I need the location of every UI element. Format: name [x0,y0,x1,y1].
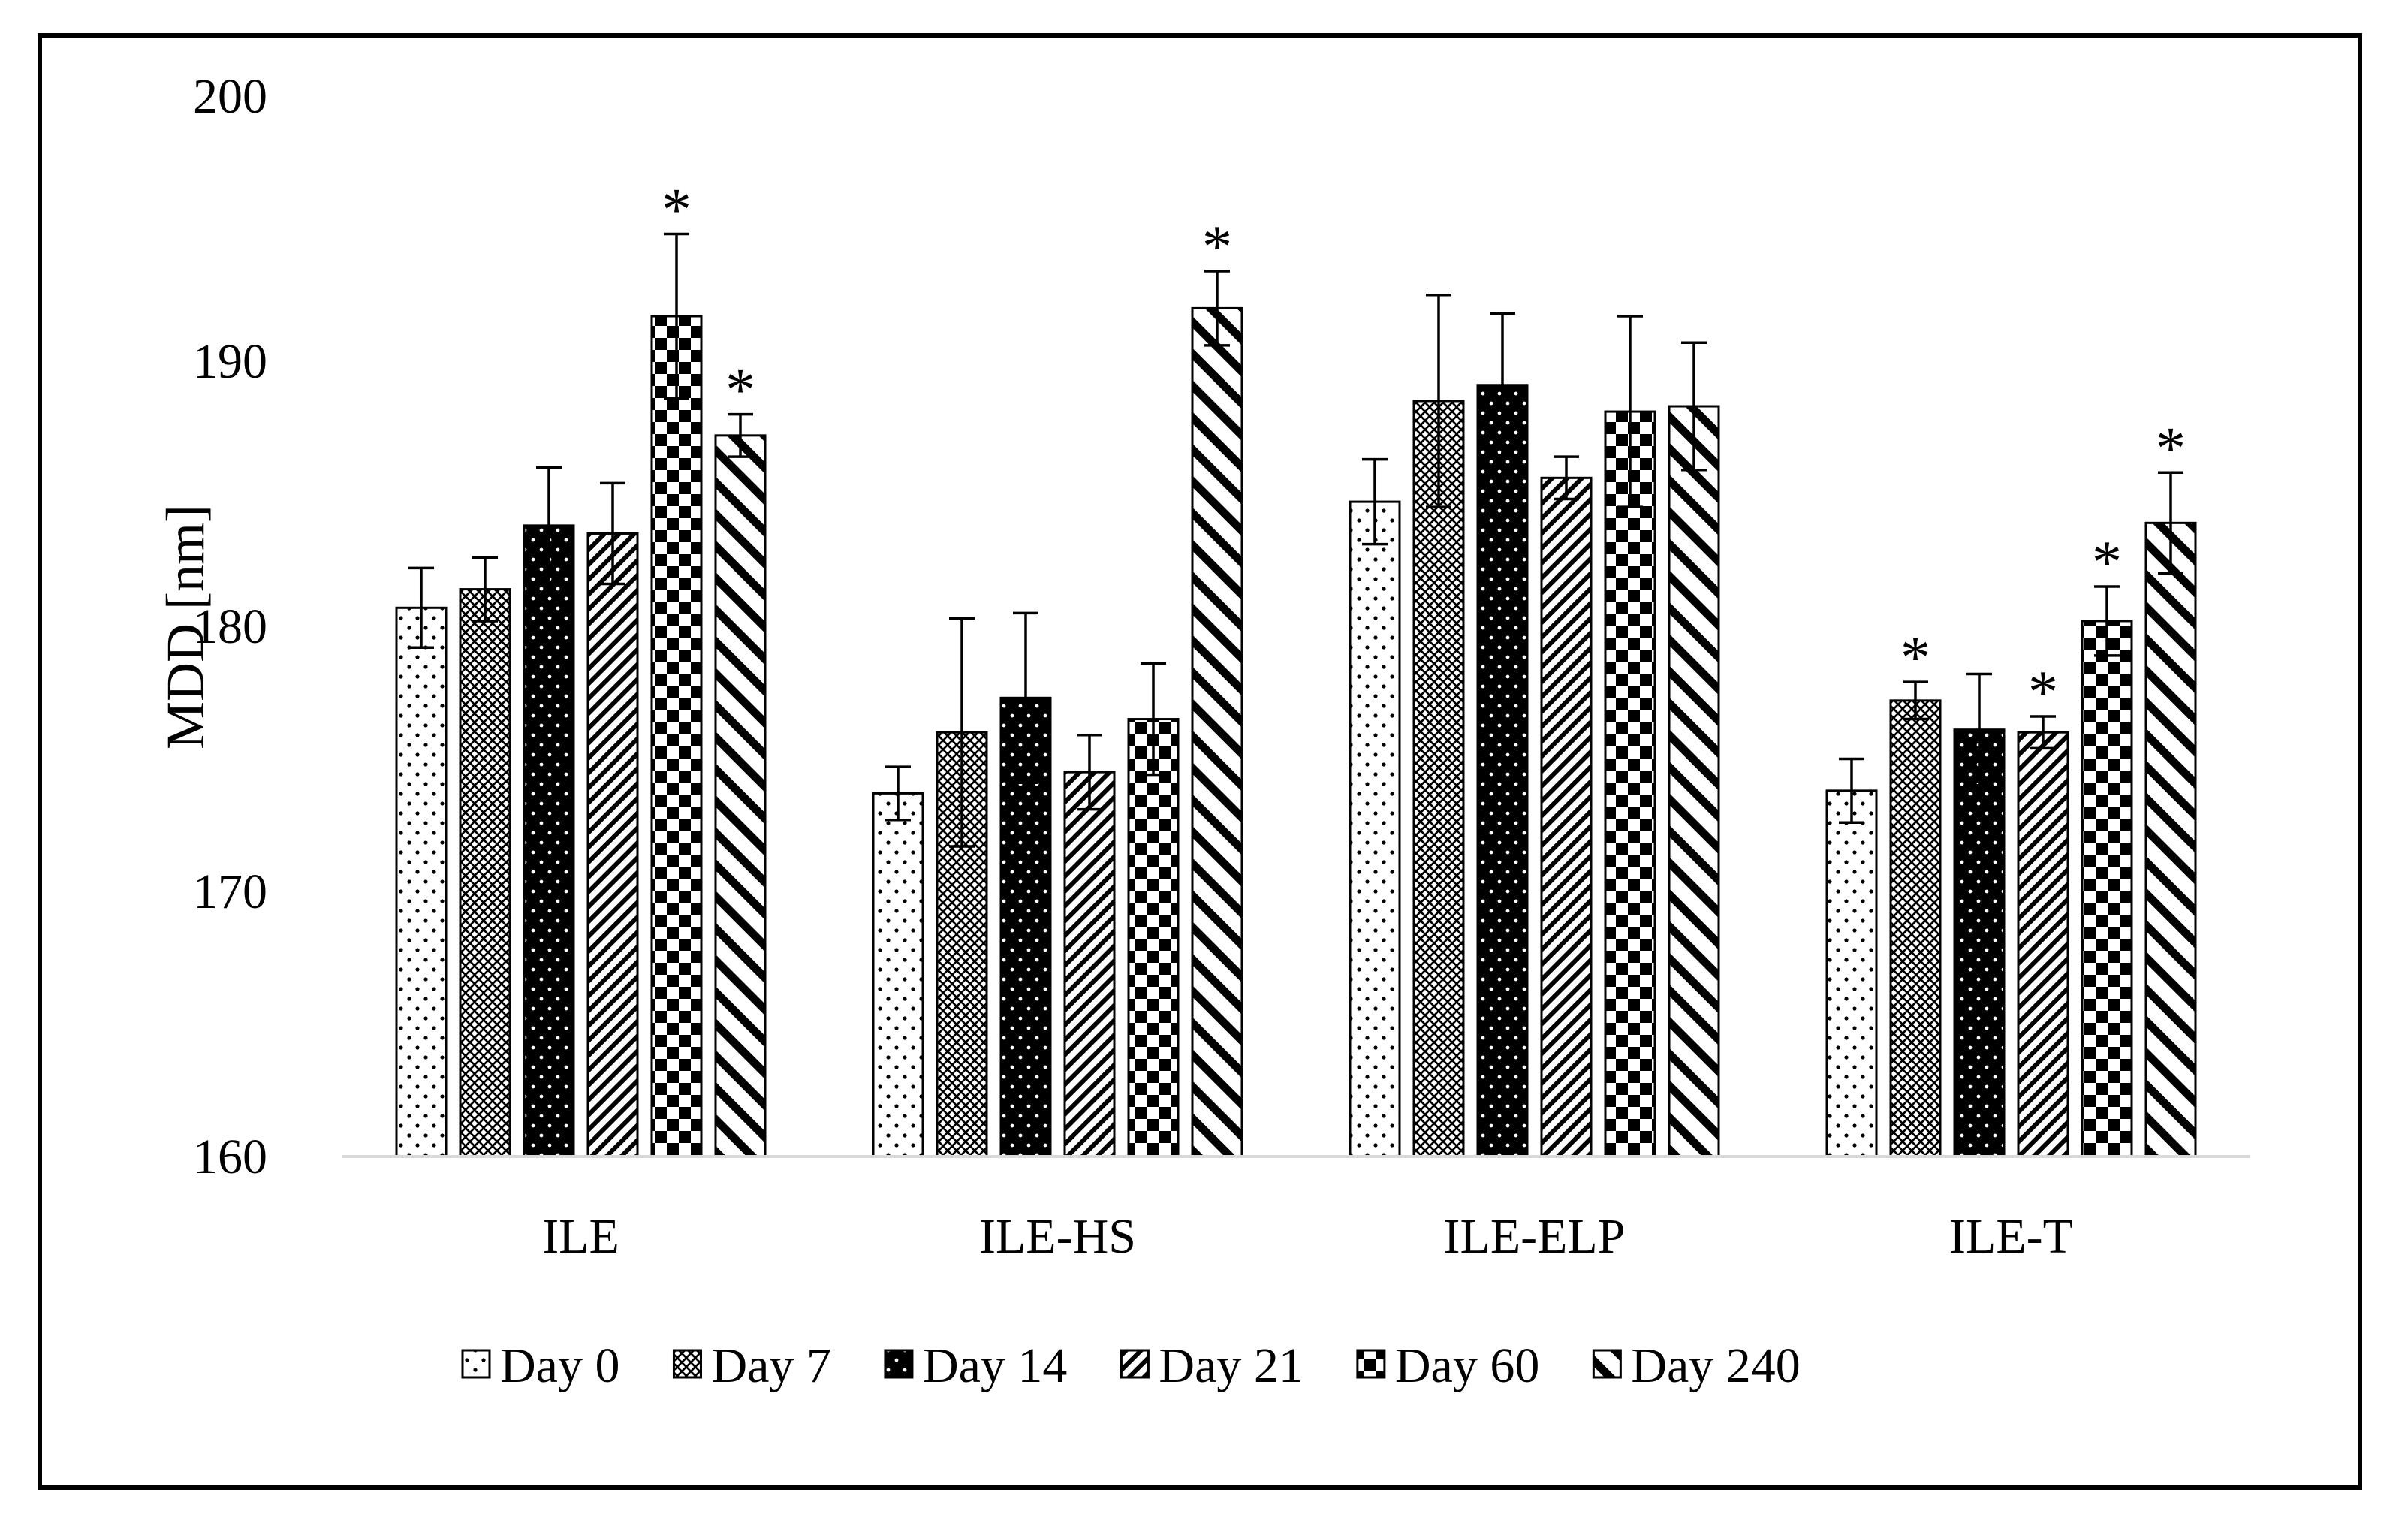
bar [872,792,924,1158]
legend-label: Day 21 [1159,1338,1303,1393]
legend-label: Day 0 [500,1338,619,1393]
bar [2081,620,2133,1158]
significance-mark: * [662,177,692,243]
legend-label: Day 7 [711,1338,830,1393]
bar [1191,306,1243,1158]
chart-frame: MDD [nm] 160 170 180 190 200 * * * * * * * ILE ILE-… [38,33,2362,1490]
legend-swatch [672,1349,702,1379]
legend-swatch [1120,1349,1150,1379]
bar [1063,771,1116,1158]
bar [650,315,703,1158]
significance-mark: * [2092,529,2122,596]
y-tick-label: 170 [193,864,267,919]
bar [1889,699,1942,1158]
legend-label: Day 14 [923,1338,1067,1393]
bar [1349,500,1401,1158]
bar [1540,476,1593,1158]
y-tick-label: 200 [193,69,267,124]
significance-mark: * [1202,214,1232,280]
significance-mark: * [2156,415,2186,481]
y-tick-label: 190 [193,334,267,389]
y-tick-label: 180 [193,599,267,654]
bar [1825,789,1878,1158]
bar [1127,718,1180,1158]
legend-swatch [1592,1349,1622,1379]
category-label: ILE-T [1949,1209,2073,1264]
significance-mark: * [1900,625,1930,691]
bar [1604,410,1656,1158]
bar [395,606,448,1158]
bar [1953,728,2006,1158]
bar [586,532,639,1158]
bar [714,434,767,1158]
legend-label: Day 60 [1395,1338,1539,1393]
bar [1668,405,1720,1158]
significance-mark: * [725,357,755,424]
y-axis-ticks: 160 170 180 190 200 [193,69,267,1184]
bar [1476,384,1529,1158]
bar [459,588,511,1158]
category-label: ILE [542,1209,619,1264]
bar [2144,521,2197,1158]
y-axis-label: MDD [nm] [155,505,215,749]
legend-swatch [1356,1349,1386,1379]
bars-group: * * * * * * * [395,177,2197,1158]
category-label: ILE-ELP [1444,1209,1626,1264]
legend-swatch [461,1349,491,1379]
y-tick-label: 160 [193,1129,267,1184]
category-labels: ILE ILE-HS ILE-ELP ILE-T [542,1209,2073,1264]
bar [2017,731,2069,1158]
bar [1412,400,1465,1158]
legend-swatch [884,1349,914,1379]
legend: Day 0 Day 7 Day 14 Day 21 Day 60 Day 240 [461,1338,1801,1393]
category-label: ILE-HS [979,1209,1136,1264]
significance-mark: * [2028,659,2058,725]
legend-label: Day 240 [1631,1338,1800,1393]
bar-chart: MDD [nm] 160 170 180 190 200 * * * * * * * ILE ILE-… [155,69,2250,1393]
bar [523,524,575,1158]
